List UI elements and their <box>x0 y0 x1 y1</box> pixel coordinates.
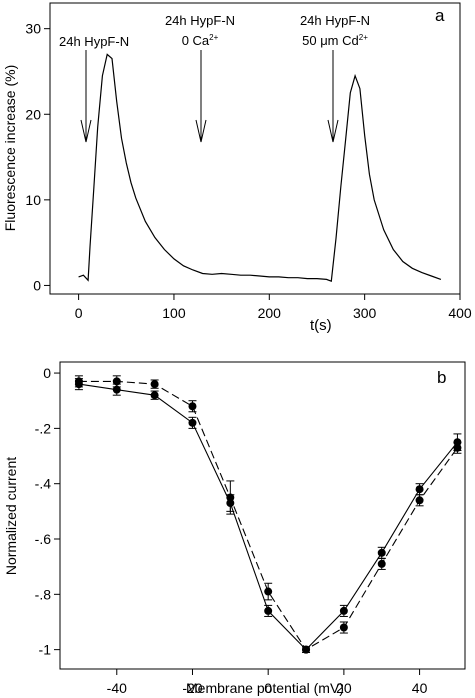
panel-a-y-axis-label: Fluorescence increase (%) <box>2 65 18 232</box>
panel-b-data-point <box>339 606 348 615</box>
panel-b-data-point <box>415 496 424 505</box>
panel-b-plot-frame <box>59 361 466 670</box>
panel-a-x-ticks: 0 100 200 300 400 <box>75 294 472 321</box>
annotation-cadmium-line2: 50 μm Cd2+ <box>302 33 368 48</box>
annotation-hypf-n-cadmium: 24h HypF-N 50 μm Cd2+ <box>300 13 370 48</box>
panel-b-iv-curve: b Normalized current Membrane potential … <box>3 361 466 696</box>
arrow-icon <box>327 50 339 143</box>
panel-a-x-tick-label: 100 <box>162 305 186 321</box>
panel-b-x-axis-label: Membrane potential (mV) <box>186 680 344 696</box>
arrow-icon <box>80 50 92 143</box>
panel-a-label: a <box>435 6 445 25</box>
panel-b-data-point <box>150 380 159 389</box>
panel-a-y-ticks: 0 10 20 30 <box>25 21 50 293</box>
panel-b-x-tick-label: 0 <box>264 680 272 696</box>
panel-b-data-point <box>339 623 348 632</box>
annotation-hypf-n-zero-calcium: 24h HypF-N 0 Ca2+ <box>165 13 235 48</box>
panel-a-x-tick-label: 300 <box>353 305 377 321</box>
panel-b-data-point <box>453 443 462 452</box>
panel-a-x-tick-label: 0 <box>75 305 83 321</box>
panel-b-label: b <box>437 368 446 387</box>
panel-b-y-ticks: 0 -.2 -.4 -.6 -.8 -1 <box>35 365 60 658</box>
panel-a-y-tick-label: 0 <box>33 277 41 293</box>
panel-b-data-point <box>377 559 386 568</box>
panel-b-x-tick-label: -20 <box>182 680 202 696</box>
panel-b-y-tick-label: -.6 <box>35 531 52 547</box>
panel-b-x-ticks: -40 -20 0 20 40 <box>107 669 428 696</box>
panel-b-data-point <box>188 402 197 411</box>
panel-b-data-point <box>264 606 273 615</box>
panel-a-x-tick-label: 400 <box>448 305 472 321</box>
panel-a-fluorescence-trace: a Fluorescence increase (%) t(s) 0 100 200… <box>2 2 472 334</box>
panel-b-data-point <box>377 548 386 557</box>
panel-a-y-tick-label: 20 <box>25 106 41 122</box>
panel-a-x-axis-label: t(s) <box>310 317 332 334</box>
panel-a-x-tick-label: 200 <box>258 305 282 321</box>
annotation-hypf-n-line1: 24h HypF-N <box>59 34 129 49</box>
panel-b-y-tick-label: -1 <box>39 642 52 658</box>
panel-a-plot-frame <box>49 2 461 295</box>
panel-b-y-tick-label: -.8 <box>35 586 52 602</box>
panel-b-data-point <box>415 485 424 494</box>
panel-b-y-tick-label: 0 <box>43 365 51 381</box>
arrow-icon <box>195 50 207 143</box>
panel-b-data-point <box>226 493 235 502</box>
panel-b-data-point <box>112 377 121 386</box>
panel-b-data-point <box>302 645 311 654</box>
panel-b-x-tick-label: -40 <box>107 680 127 696</box>
panel-b-y-tick-label: -.2 <box>35 420 52 436</box>
panel-b-data-point <box>188 418 197 427</box>
panel-b-x-tick-label: 40 <box>412 680 428 696</box>
panel-a-y-tick-label: 10 <box>25 192 41 208</box>
annotation-zero-calcium-line1: 24h HypF-N <box>165 13 235 28</box>
panel-b-data-point <box>74 377 83 386</box>
panel-a-fluorescence-trace-line <box>78 53 442 283</box>
panel-b-y-axis-label: Normalized current <box>3 457 19 575</box>
panel-a-y-tick-label: 30 <box>25 21 41 37</box>
panel-b-data-point <box>150 391 159 400</box>
annotation-hypf-n: 24h HypF-N <box>59 34 129 49</box>
panel-b-data-point <box>264 587 273 596</box>
panel-b-y-tick-label: -.4 <box>35 476 52 492</box>
annotation-zero-calcium-line2: 0 Ca2+ <box>182 33 219 48</box>
panel-b-series-dashed <box>74 375 462 654</box>
annotation-cadmium-line1: 24h HypF-N <box>300 13 370 28</box>
panel-b-series-solid <box>74 378 462 654</box>
panel-b-x-tick-label: 20 <box>336 680 352 696</box>
panel-b-series <box>74 375 462 654</box>
panel-b-data-point <box>112 385 121 394</box>
